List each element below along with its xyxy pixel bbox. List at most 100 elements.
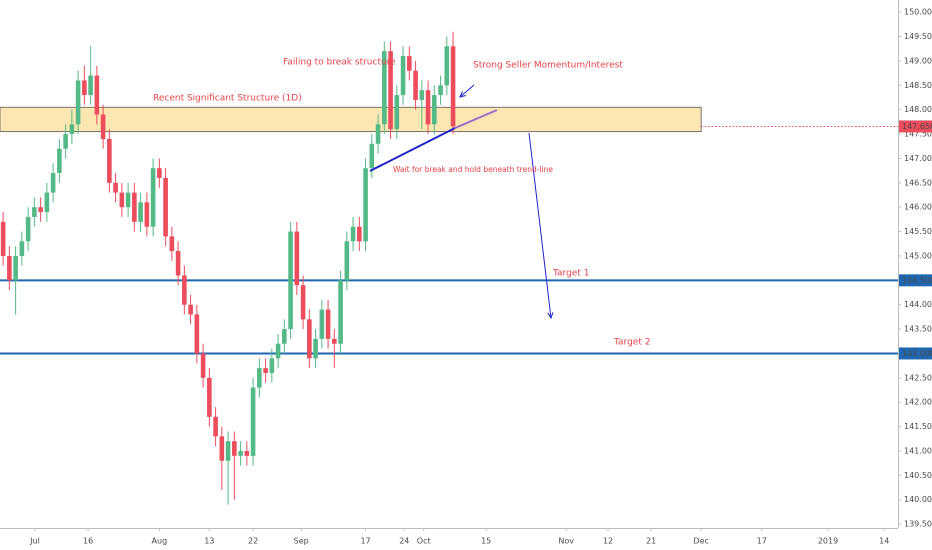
candle-body <box>107 138 112 183</box>
candle-body <box>294 231 300 286</box>
annotation: Target 2 <box>613 338 650 348</box>
x-tick-label: 14 <box>879 537 889 546</box>
candle-body <box>388 51 393 130</box>
annotation: Wait for break and hold beneath trend-li… <box>393 165 553 174</box>
y-tick-label: 145.000 <box>904 251 932 260</box>
candle-body <box>400 56 406 96</box>
candle-body <box>269 358 275 373</box>
x-tick-label: Nov <box>558 537 574 546</box>
candle-body <box>332 338 337 344</box>
x-tick-label: Dec <box>693 537 708 546</box>
candle-body <box>7 255 12 281</box>
y-tick-label: 148.000 <box>904 105 932 114</box>
y-tick-label: 147.000 <box>904 154 932 163</box>
candle-body <box>132 192 137 222</box>
candle-body <box>82 80 87 96</box>
candle-body <box>288 231 293 330</box>
candle-body <box>413 70 418 100</box>
candle-body <box>394 95 400 130</box>
candle-body <box>169 236 175 252</box>
candle-body <box>275 343 281 359</box>
candle-body <box>244 450 250 456</box>
trend-line <box>369 127 456 172</box>
candle-body <box>213 416 218 437</box>
price-tag-label: 147.656 <box>902 122 932 131</box>
candle-body <box>94 75 100 115</box>
candle-body <box>363 168 368 242</box>
candle-body <box>163 177 168 237</box>
x-tick-label: 17 <box>757 537 767 546</box>
candle-body <box>69 124 75 135</box>
x-tick-label: Aug <box>152 537 168 546</box>
y-tick-label: 140.000 <box>904 495 932 504</box>
candle-body <box>25 216 31 242</box>
price-tag <box>899 274 932 287</box>
y-tick-label: 150.000 <box>904 8 932 17</box>
candle-body <box>419 90 425 100</box>
candle-body <box>407 56 412 71</box>
candle-body <box>188 304 193 315</box>
y-tick-label: 149.500 <box>904 32 932 41</box>
price-tag <box>899 120 932 133</box>
candle-body <box>225 441 231 461</box>
x-tick-label: 15 <box>481 537 491 546</box>
candle-body <box>19 241 25 256</box>
candle-body <box>200 353 206 378</box>
y-tick-label: 145.500 <box>904 227 932 236</box>
annotation: Target 1 <box>552 269 589 279</box>
y-tick-label: 143.500 <box>904 325 932 334</box>
candle-body <box>450 46 456 127</box>
candle-body <box>319 309 325 339</box>
candle-body <box>250 387 256 456</box>
candle-body <box>382 51 387 125</box>
y-tick-label: 148.500 <box>904 81 932 90</box>
candle-body <box>350 226 356 242</box>
x-tick-label: 2019 <box>818 537 838 546</box>
candle-body <box>438 85 443 96</box>
x-tick-label: Jul <box>29 537 40 546</box>
candle-body <box>425 90 431 125</box>
candle-body <box>232 441 237 456</box>
candle-body <box>157 168 162 178</box>
annotation: Strong Seller Momentum/Interest <box>473 61 623 71</box>
arrow-head <box>459 91 466 98</box>
x-tick-label: Sep <box>294 537 309 546</box>
y-tick-label: 139.500 <box>904 520 932 529</box>
candle-body <box>88 75 93 96</box>
candle-body <box>344 241 350 281</box>
candle-body <box>432 95 437 125</box>
candle-body <box>357 226 362 242</box>
candle-body <box>175 251 181 276</box>
candle-body <box>100 114 106 139</box>
candle-body <box>182 275 187 305</box>
candle-body <box>44 192 50 213</box>
price-tag-label: 143.000 <box>902 349 932 358</box>
candle-body <box>150 168 156 227</box>
x-tick-label: 17 <box>360 537 370 546</box>
annotation: Failing to break structure <box>283 58 396 68</box>
candle-body <box>75 80 81 125</box>
candle-body <box>57 148 62 174</box>
arrow-head <box>547 312 554 320</box>
trend-extension <box>454 109 498 129</box>
candle-body <box>50 173 56 193</box>
x-tick-label: 13 <box>204 537 214 546</box>
candle-body <box>257 368 262 388</box>
candle-body <box>219 436 225 461</box>
x-tick-label: 12 <box>603 537 613 546</box>
annotation: Recent Significant Structure (1D) <box>153 94 302 104</box>
candle-body <box>325 309 331 339</box>
candle-body <box>263 368 268 373</box>
y-tick-label: 147.500 <box>904 130 932 139</box>
arrow <box>459 84 475 98</box>
candle-body <box>38 207 43 213</box>
structure-zone <box>0 106 702 133</box>
y-tick-label: 142.500 <box>904 373 932 382</box>
candle-body <box>138 202 143 222</box>
arrow <box>528 132 552 319</box>
y-tick-label: 142.000 <box>904 398 932 407</box>
y-tick-label: 146.500 <box>904 178 932 187</box>
candle-body <box>13 255 18 281</box>
candle-body <box>144 202 150 227</box>
